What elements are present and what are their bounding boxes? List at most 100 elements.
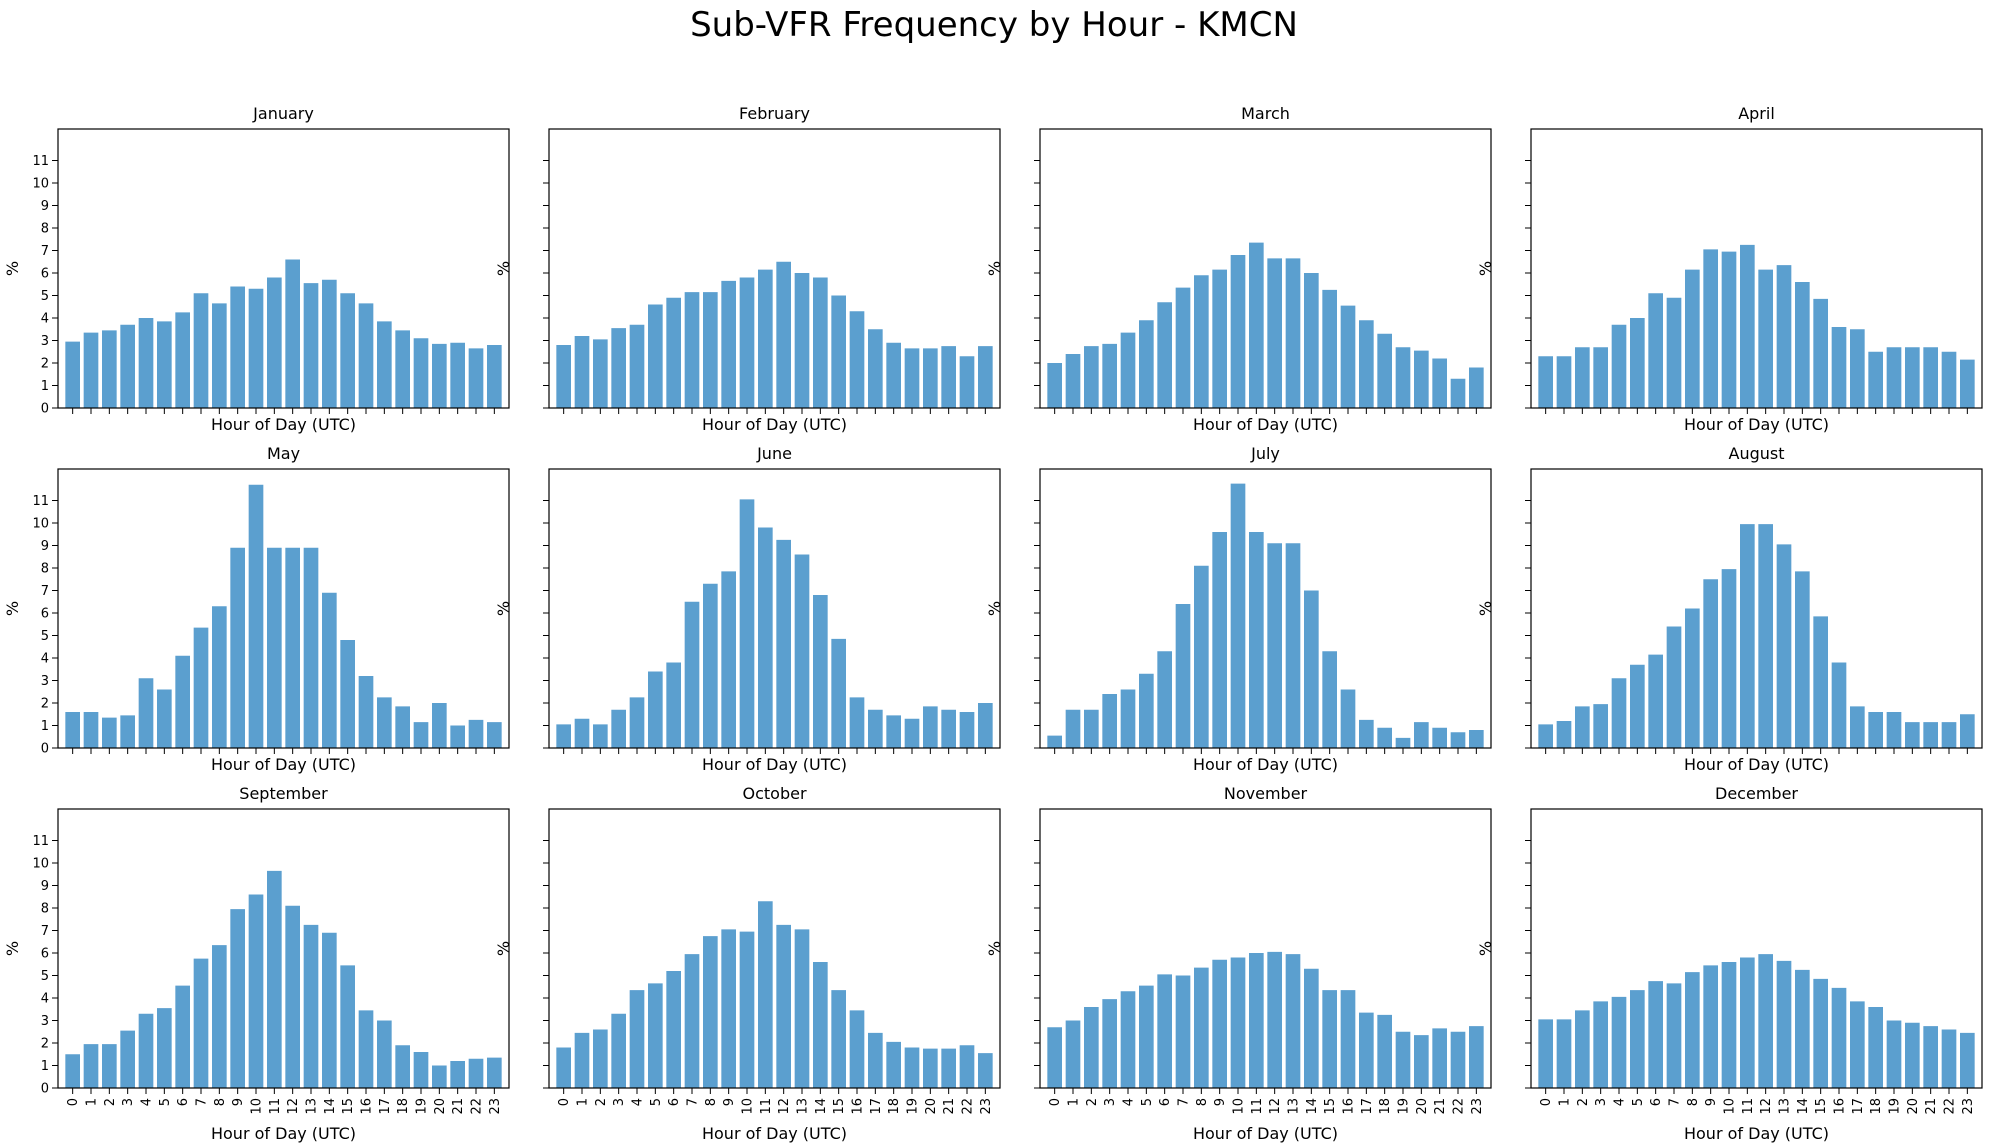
bar-hour-10 bbox=[248, 484, 264, 748]
x-tick-label: 15 bbox=[1814, 1098, 1829, 1115]
bar-hour-17 bbox=[1359, 320, 1374, 408]
y-tick-label: 4 bbox=[41, 312, 49, 327]
bar-hour-15 bbox=[1813, 616, 1828, 748]
bar-hour-15 bbox=[1322, 990, 1337, 1088]
y-tick-label: 9 bbox=[41, 199, 49, 214]
x-tick-label: 23 bbox=[979, 1098, 994, 1115]
x-tick-label: 23 bbox=[488, 1098, 503, 1115]
bar-hour-7 bbox=[1666, 983, 1682, 1088]
y-tick-label: 10 bbox=[32, 177, 49, 192]
x-tick-label: 12 bbox=[1268, 1098, 1283, 1115]
bar-hour-11 bbox=[758, 901, 773, 1088]
bar-hour-8 bbox=[703, 936, 718, 1088]
bar-hour-16 bbox=[1831, 327, 1847, 408]
x-tick-label: 16 bbox=[360, 1098, 375, 1115]
bar-hour-2 bbox=[1084, 709, 1099, 748]
bar-hour-17 bbox=[1359, 1012, 1374, 1088]
bar-hour-11 bbox=[758, 269, 773, 408]
bar-hour-0 bbox=[1047, 735, 1062, 748]
y-tick-label: 11 bbox=[32, 494, 49, 509]
bar-hour-6 bbox=[666, 971, 681, 1088]
x-tick-label: 1 bbox=[576, 1098, 591, 1106]
bar-hour-2 bbox=[1575, 706, 1590, 748]
x-tick-label: 6 bbox=[176, 1098, 191, 1106]
bar-hour-2 bbox=[102, 1044, 117, 1088]
bar-hour-13 bbox=[1776, 544, 1792, 748]
bar-hour-20 bbox=[1414, 350, 1429, 408]
bar-hour-6 bbox=[1157, 302, 1172, 408]
bar-hour-10 bbox=[248, 894, 264, 1088]
bar-hour-6 bbox=[175, 312, 190, 408]
bar-hour-10 bbox=[248, 288, 264, 408]
bar-hour-15 bbox=[340, 293, 355, 408]
x-tick-label: 6 bbox=[667, 1098, 682, 1106]
bar-hour-4 bbox=[1611, 324, 1627, 408]
bar-hour-11 bbox=[1249, 532, 1264, 748]
bar-hour-18 bbox=[886, 715, 901, 748]
bar-hour-14 bbox=[1304, 590, 1319, 748]
x-tick-label: 4 bbox=[631, 1098, 646, 1106]
x-tick-label: 13 bbox=[305, 1098, 320, 1115]
x-tick-label: 17 bbox=[869, 1098, 884, 1115]
bar-hour-14 bbox=[322, 279, 337, 408]
bar-hour-4 bbox=[1120, 689, 1136, 748]
bar-hour-20 bbox=[923, 348, 938, 408]
bar-hour-13 bbox=[1776, 960, 1792, 1088]
bar-hour-18 bbox=[1377, 727, 1392, 748]
bar-hour-2 bbox=[102, 330, 117, 408]
bar-hour-5 bbox=[1630, 664, 1645, 748]
bar-hour-19 bbox=[1886, 712, 1902, 748]
bar-hour-5 bbox=[1630, 318, 1645, 408]
bar-hour-14 bbox=[1304, 968, 1319, 1088]
y-tick-label: 3 bbox=[41, 1014, 49, 1029]
x-tick-label: 2 bbox=[103, 1098, 118, 1106]
x-tick-label: 16 bbox=[1833, 1098, 1848, 1115]
bar-hour-19 bbox=[413, 1052, 429, 1088]
bar-hour-20 bbox=[432, 1065, 447, 1088]
bar-hour-11 bbox=[267, 870, 282, 1088]
y-axis-label: % bbox=[3, 261, 22, 276]
bar-hour-20 bbox=[1905, 722, 1920, 748]
bar-hour-22 bbox=[468, 1058, 484, 1088]
bar-hour-20 bbox=[1414, 1035, 1429, 1088]
bar-hour-14 bbox=[1795, 571, 1810, 748]
panel-frame bbox=[1039, 128, 1492, 409]
bar-hour-22 bbox=[1450, 1031, 1466, 1088]
bar-hour-23 bbox=[487, 722, 502, 748]
bar-hour-6 bbox=[1157, 651, 1172, 748]
bar-hour-6 bbox=[666, 662, 681, 748]
bar-hour-23 bbox=[978, 1053, 993, 1088]
bar-hour-9 bbox=[1212, 269, 1227, 408]
bar-hour-9 bbox=[230, 547, 245, 748]
x-tick-label: 1 bbox=[1067, 1098, 1082, 1106]
y-tick-label: 4 bbox=[41, 652, 49, 667]
x-tick-label: 15 bbox=[1323, 1098, 1338, 1115]
bar-hour-9 bbox=[1703, 579, 1718, 748]
bar-hour-18 bbox=[1868, 712, 1883, 748]
x-tick-label: 20 bbox=[1906, 1098, 1921, 1115]
bar-hour-7 bbox=[1175, 975, 1191, 1088]
bar-hour-12 bbox=[776, 539, 791, 748]
bar-hour-8 bbox=[1685, 972, 1700, 1088]
x-tick-label: 13 bbox=[796, 1098, 811, 1115]
bar-hour-6 bbox=[666, 297, 681, 408]
bar-hour-1 bbox=[1065, 1020, 1081, 1088]
panel-title: July bbox=[1250, 444, 1280, 463]
bar-hour-9 bbox=[230, 286, 245, 408]
y-axis-label: % bbox=[985, 261, 1004, 276]
x-tick-label: 16 bbox=[1342, 1098, 1357, 1115]
y-axis-label: % bbox=[494, 941, 513, 956]
bar-hour-19 bbox=[1886, 1020, 1902, 1088]
bar-hour-14 bbox=[322, 932, 337, 1088]
x-tick-label: 12 bbox=[777, 1098, 792, 1115]
x-tick-label: 20 bbox=[1415, 1098, 1430, 1115]
bar-hour-7 bbox=[1175, 604, 1191, 748]
bar-hour-7 bbox=[1666, 626, 1682, 748]
bar-hour-18 bbox=[886, 1041, 901, 1088]
bar-hour-0 bbox=[65, 1054, 80, 1088]
bar-hour-17 bbox=[1850, 1001, 1865, 1088]
x-tick-label: 23 bbox=[1470, 1098, 1485, 1115]
bar-hour-0 bbox=[65, 341, 80, 408]
